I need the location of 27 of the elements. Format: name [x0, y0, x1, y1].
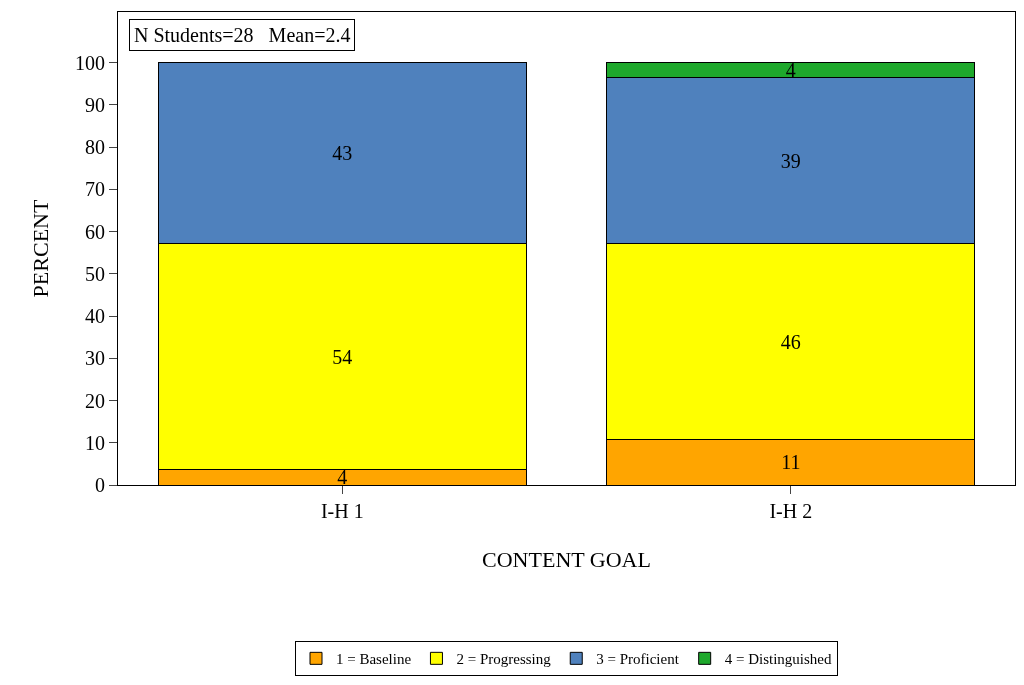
y-axis-title: PERCENT [27, 199, 53, 298]
data-label: 43 [332, 141, 353, 164]
legend-label: 4 = Distinguished [724, 651, 832, 668]
y-tick-label: 70 [85, 178, 105, 201]
data-label: 4 [337, 466, 348, 489]
y-tick-label: 30 [85, 347, 105, 370]
data-label: 39 [780, 149, 801, 172]
y-tick-label: 10 [85, 431, 105, 454]
y-tick-label: 100 [75, 51, 105, 74]
y-tick-label: 40 [85, 305, 105, 328]
y-tick-label: 90 [85, 93, 105, 116]
x-tick-label: I-H 1 [320, 500, 364, 522]
data-label: 4 [785, 59, 796, 82]
data-label: 54 [332, 345, 353, 368]
legend-label: 1 = Baseline [336, 651, 412, 668]
y-tick-label: 0 [95, 474, 105, 496]
data-label: 46 [780, 330, 801, 353]
legend-label: 3 = Proficient [596, 651, 680, 668]
y-tick-label: 60 [85, 220, 105, 243]
y-tick-label: 50 [85, 262, 105, 285]
legend-label: 2 = Progressing [456, 651, 552, 668]
annotation: N Students=28 Mean=2.4 [134, 24, 351, 46]
y-tick-label: 20 [85, 389, 105, 412]
data-label: 11 [781, 451, 801, 474]
x-axis-title: CONTENT GOAL [482, 546, 651, 572]
y-tick-label: 80 [85, 136, 105, 159]
x-tick-label: I-H 2 [769, 500, 813, 522]
